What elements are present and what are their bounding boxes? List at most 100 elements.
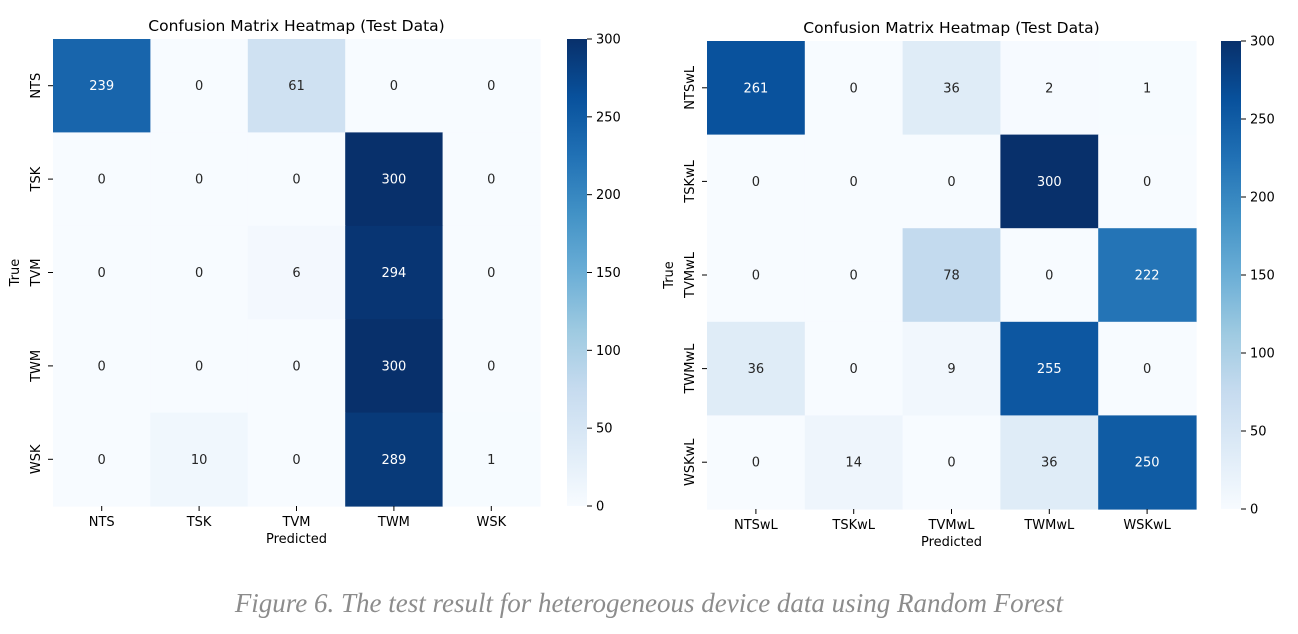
cell-value-label: 9 bbox=[947, 362, 955, 377]
cell-value-label: 0 bbox=[947, 175, 955, 190]
cell-value-label: 239 bbox=[89, 79, 114, 94]
heatmap-cell bbox=[1000, 415, 1099, 510]
x-tick-label: WSKwL bbox=[1123, 518, 1171, 533]
y-axis-label: True bbox=[8, 259, 23, 288]
heatmap-cell bbox=[345, 225, 444, 320]
heatmap-cell bbox=[150, 132, 249, 227]
cell-value-label: 0 bbox=[1045, 269, 1053, 284]
x-tick-label: NTS bbox=[89, 515, 115, 530]
y-tick-label: TVMwL bbox=[683, 251, 698, 299]
y-tick-label: NTS bbox=[29, 73, 44, 99]
heatmap-cell bbox=[902, 415, 1001, 510]
y-tick-label: WSKwL bbox=[683, 438, 698, 486]
y-tick-label: WSK bbox=[29, 444, 44, 474]
cell-value-label: 294 bbox=[381, 266, 406, 281]
cell-value-label: 300 bbox=[381, 359, 406, 374]
cell-value-label: 0 bbox=[850, 269, 858, 284]
cell-value-label: 0 bbox=[98, 359, 106, 374]
colorbar-tick-label: 200 bbox=[1250, 191, 1275, 206]
y-tick-label: TWM bbox=[29, 350, 44, 383]
y-tick-label: NTSwL bbox=[683, 65, 698, 110]
colorbar-tick-label: 100 bbox=[596, 344, 621, 359]
cell-value-label: 289 bbox=[381, 453, 406, 468]
heatmap-cell bbox=[902, 134, 1001, 229]
colorbar-tick-label: 250 bbox=[596, 110, 621, 125]
x-tick-label: NTSwL bbox=[734, 518, 779, 533]
cell-value-label: 14 bbox=[845, 456, 862, 471]
heatmap-cell bbox=[247, 225, 346, 320]
x-tick-label: TSK bbox=[186, 515, 212, 530]
heatmap-cell bbox=[53, 39, 151, 133]
cell-value-label: 0 bbox=[292, 173, 300, 188]
heatmap-cell bbox=[53, 319, 151, 414]
cell-value-label: 36 bbox=[748, 362, 765, 377]
y-axis-label: True bbox=[662, 261, 677, 290]
cell-value-label: 10 bbox=[191, 453, 208, 468]
heatmap-cell bbox=[804, 228, 904, 323]
cell-value-label: 0 bbox=[752, 456, 760, 471]
cell-value-label: 0 bbox=[487, 79, 495, 94]
cell-value-label: 0 bbox=[195, 79, 203, 94]
heatmap-cell bbox=[150, 39, 249, 133]
cell-value-label: 36 bbox=[1041, 456, 1058, 471]
heatmap-cell bbox=[442, 412, 541, 507]
colorbar-tick-label: 150 bbox=[596, 266, 621, 281]
chart-title: Confusion Matrix Heatmap (Test Data) bbox=[148, 17, 444, 35]
x-axis-label: Predicted bbox=[266, 532, 327, 547]
heatmap-cell bbox=[345, 132, 444, 227]
heatmap-cell bbox=[804, 321, 904, 416]
cell-value-label: 0 bbox=[1143, 362, 1151, 377]
heatmap-cell bbox=[247, 412, 346, 507]
colorbar-tick-label: 0 bbox=[596, 500, 604, 515]
heatmap-cell bbox=[707, 134, 806, 229]
heatmap-cell bbox=[247, 319, 346, 414]
x-tick-label: TVM bbox=[281, 515, 310, 530]
heatmap-cell bbox=[1098, 228, 1197, 323]
heatmap-cell bbox=[1000, 41, 1099, 136]
cell-value-label: 0 bbox=[98, 266, 106, 281]
cell-value-label: 0 bbox=[947, 456, 955, 471]
cell-value-label: 0 bbox=[195, 266, 203, 281]
colorbar-tick-label: 100 bbox=[1250, 347, 1275, 362]
cell-value-label: 0 bbox=[752, 269, 760, 284]
heatmap-cell bbox=[1000, 321, 1099, 416]
colorbar-tick-label: 300 bbox=[1250, 35, 1275, 50]
heatmap-cell bbox=[1098, 321, 1197, 416]
heatmap-cell bbox=[1000, 228, 1099, 323]
cell-value-label: 61 bbox=[288, 79, 305, 94]
chart-title: Confusion Matrix Heatmap (Test Data) bbox=[803, 19, 1099, 37]
heatmap-cell bbox=[150, 319, 249, 414]
heatmap-cell bbox=[707, 321, 806, 416]
x-tick-label: TSKwL bbox=[831, 518, 875, 533]
cell-value-label: 1 bbox=[487, 453, 495, 468]
cell-value-label: 222 bbox=[1135, 269, 1160, 284]
cell-value-label: 0 bbox=[850, 81, 858, 96]
heatmap-panel-2: Confusion Matrix Heatmap (Test Data) 261 0… bbox=[662, 19, 1275, 550]
cell-value-label: 0 bbox=[752, 175, 760, 190]
heatmap-panel-1: Confusion Matrix Heatmap (Test Data) 239 0… bbox=[8, 17, 621, 547]
heatmap-cell bbox=[53, 132, 151, 227]
cell-value-label: 6 bbox=[292, 266, 300, 281]
heatmap-cell bbox=[902, 41, 1001, 136]
heatmap-cell bbox=[247, 39, 346, 133]
cell-value-label: 0 bbox=[195, 359, 203, 374]
heatmap-cell bbox=[1000, 134, 1099, 229]
heatmap-cell bbox=[247, 132, 346, 227]
y-tick-label: TVM bbox=[29, 258, 44, 287]
cell-value-label: 1 bbox=[1143, 81, 1151, 96]
colorbar-tick-label: 50 bbox=[596, 422, 613, 437]
cell-value-label: 0 bbox=[292, 359, 300, 374]
cell-value-label: 300 bbox=[1037, 175, 1062, 190]
cell-value-label: 250 bbox=[1135, 456, 1160, 471]
cell-value-label: 0 bbox=[292, 453, 300, 468]
cell-value-label: 0 bbox=[487, 359, 495, 374]
heatmap-cell bbox=[442, 132, 541, 227]
heatmap-cell bbox=[53, 225, 151, 320]
figure-caption: Figure 6. The test result for heterogene… bbox=[234, 588, 1064, 618]
cell-value-label: 0 bbox=[487, 173, 495, 188]
heatmap-cell bbox=[1098, 134, 1197, 229]
colorbar-tick-label: 200 bbox=[596, 188, 621, 203]
x-axis-label: Predicted bbox=[921, 535, 982, 550]
heatmap-cell bbox=[442, 39, 541, 133]
